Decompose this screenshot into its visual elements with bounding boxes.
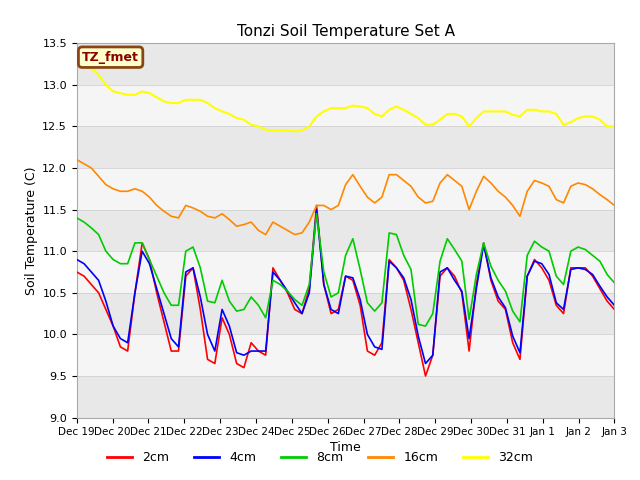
Bar [77,251,614,293]
Bar [77,43,614,85]
Text: TZ_fmet: TZ_fmet [82,51,139,64]
Bar [77,335,614,376]
Bar [77,168,614,210]
Bar [77,126,614,168]
Bar [77,293,614,335]
Legend: 2cm, 4cm, 8cm, 16cm, 32cm: 2cm, 4cm, 8cm, 16cm, 32cm [102,446,538,469]
Bar [77,85,614,126]
Title: Tonzi Soil Temperature Set A: Tonzi Soil Temperature Set A [237,24,454,39]
Bar [77,376,614,418]
X-axis label: Time: Time [330,442,361,455]
Bar [77,210,614,251]
Y-axis label: Soil Temperature (C): Soil Temperature (C) [25,166,38,295]
